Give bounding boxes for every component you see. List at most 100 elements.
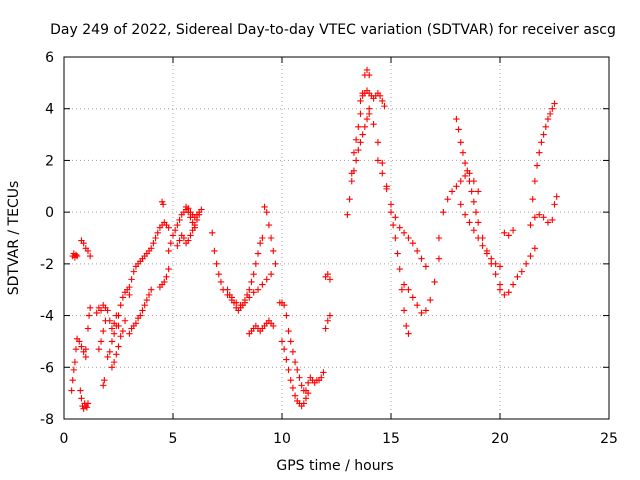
data-point — [461, 211, 469, 218]
series-track-b — [68, 335, 89, 394]
data-point — [132, 320, 140, 327]
series-track-f — [95, 317, 109, 353]
data-point — [405, 330, 412, 337]
x-axis-label: GPS time / hours — [276, 458, 393, 474]
data-point — [108, 338, 116, 345]
data-point — [422, 263, 430, 270]
data-point — [285, 327, 292, 335]
data-point — [68, 387, 75, 394]
data-point — [455, 126, 462, 133]
series-track-ab — [348, 110, 373, 185]
data-point — [461, 172, 469, 180]
data-point — [322, 325, 329, 332]
y-tick-label: 4 — [45, 102, 54, 118]
data-point — [479, 242, 486, 249]
data-point — [198, 206, 205, 213]
data-point — [185, 205, 192, 212]
data-point — [117, 302, 124, 309]
data-point — [549, 105, 556, 112]
data-point — [374, 157, 382, 164]
data-point — [187, 232, 194, 239]
data-point — [403, 322, 410, 330]
series-track-d — [78, 237, 94, 260]
data-point — [352, 136, 360, 143]
data-point — [278, 338, 286, 345]
data-point — [413, 302, 421, 309]
data-point — [154, 229, 161, 237]
data-point — [126, 330, 133, 337]
data-point — [298, 382, 305, 389]
data-point — [400, 229, 408, 237]
y-axis-label: SDTVAR / TECUs — [6, 181, 22, 296]
data-point — [400, 281, 408, 288]
series-track-al — [527, 100, 558, 229]
data-point — [289, 348, 297, 355]
data-point — [86, 304, 94, 312]
series-track-z — [322, 271, 334, 283]
data-point — [139, 307, 146, 314]
data-point — [448, 188, 456, 195]
data-point — [492, 271, 499, 278]
data-point — [217, 278, 225, 286]
data-point — [110, 330, 118, 337]
data-point — [383, 185, 390, 193]
data-point — [389, 221, 397, 229]
data-point — [76, 338, 83, 345]
data-point — [148, 245, 155, 252]
data-point — [304, 379, 312, 386]
data-point — [211, 247, 218, 255]
data-point — [71, 358, 79, 366]
data-point — [444, 196, 451, 203]
data-point — [95, 345, 103, 353]
chart-title: Day 249 of 2022, Sidereal Day-to-day VTE… — [50, 22, 616, 38]
data-point — [148, 286, 155, 293]
data-point — [287, 377, 294, 384]
y-tick-label: -4 — [40, 309, 54, 325]
data-point — [209, 229, 216, 237]
data-point — [73, 252, 81, 260]
data-point — [72, 251, 80, 259]
x-tick-label: 20 — [491, 431, 509, 447]
data-point — [113, 351, 120, 358]
data-point — [544, 219, 552, 226]
data-point — [418, 309, 425, 317]
data-point — [361, 123, 369, 131]
data-point — [272, 260, 279, 268]
y-tick-label: -6 — [40, 360, 54, 376]
data-point — [392, 234, 399, 242]
data-point — [324, 317, 331, 324]
data-point — [544, 115, 552, 123]
data-point — [344, 211, 351, 218]
data-point — [283, 312, 290, 319]
data-point — [318, 374, 325, 381]
data-point — [100, 382, 107, 389]
y-tick-label: 0 — [45, 205, 54, 221]
data-point — [363, 66, 371, 74]
data-point — [121, 317, 129, 324]
data-point — [527, 252, 534, 260]
data-point — [475, 219, 482, 226]
data-point — [101, 377, 108, 384]
data-point — [387, 201, 395, 208]
data-point — [413, 247, 421, 255]
series-track-o — [156, 265, 172, 291]
data-point — [488, 255, 495, 262]
data-point — [379, 159, 386, 167]
data-point — [457, 139, 464, 146]
y-tick-label: -2 — [40, 257, 54, 273]
data-point — [84, 325, 92, 332]
data-point — [130, 268, 137, 275]
data-point — [435, 255, 443, 262]
data-point — [78, 395, 85, 402]
data-point — [84, 400, 92, 407]
data-point — [176, 237, 183, 244]
data-point — [518, 268, 525, 275]
data-point — [93, 309, 100, 317]
data-point — [370, 121, 377, 128]
data-markers — [68, 66, 560, 412]
data-point — [270, 247, 277, 255]
plot-frame — [63, 56, 610, 420]
data-point — [113, 312, 120, 319]
data-point — [396, 265, 403, 273]
data-point — [250, 289, 257, 296]
